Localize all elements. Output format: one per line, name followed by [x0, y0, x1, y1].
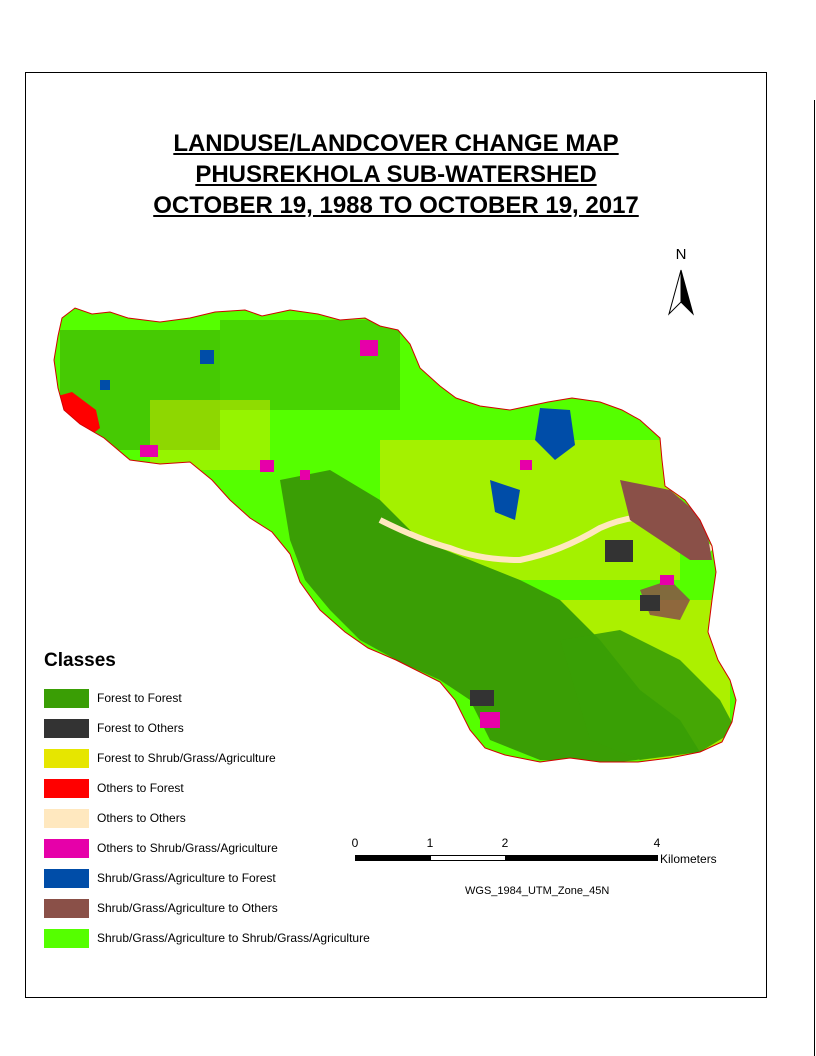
scale-tick-label: 2 [501, 836, 509, 850]
north-arrow-icon [668, 269, 694, 316]
legend-item: Forest to Others [44, 718, 184, 738]
legend-swatch [44, 868, 89, 888]
legend-swatch [44, 838, 89, 858]
north-arrow: N [664, 246, 698, 318]
legend-item: Others to Shrub/Grass/Agriculture [44, 838, 278, 858]
scale-tick-label: 4 [653, 836, 661, 850]
legend-item: Shrub/Grass/Agriculture to Others [44, 898, 278, 918]
scale-segment [430, 855, 506, 861]
legend-swatch [44, 808, 89, 828]
legend-label: Forest to Shrub/Grass/Agriculture [97, 751, 276, 765]
projection-label: WGS_1984_UTM_Zone_45N [465, 885, 610, 897]
legend-swatch [44, 748, 89, 768]
legend-label: Others to Shrub/Grass/Agriculture [97, 841, 278, 855]
legend-item: Others to Forest [44, 778, 184, 798]
scale-segment [505, 855, 658, 861]
title-line-1: LANDUSE/LANDCOVER CHANGE MAP [173, 130, 619, 157]
scale-tick-label: 0 [351, 836, 359, 850]
legend-label: Shrub/Grass/Agriculture to Shrub/Grass/A… [97, 931, 370, 945]
legend-item: Forest to Forest [44, 688, 182, 708]
legend-item: Shrub/Grass/Agriculture to Forest [44, 868, 276, 888]
legend-swatch [44, 898, 89, 918]
legend-title: Classes [44, 650, 116, 671]
legend-swatch [44, 928, 89, 948]
scale-segment [355, 855, 431, 861]
legend-item: Shrub/Grass/Agriculture to Shrub/Grass/A… [44, 928, 370, 948]
legend-swatch [44, 718, 89, 738]
legend: Classes Forest to Forest Forest to Other… [44, 650, 370, 948]
title-line-2: PHUSREKHOLA SUB-WATERSHED [195, 161, 597, 188]
watershed-boundary [53, 307, 737, 763]
map-title: LANDUSE/LANDCOVER CHANGE MAP PHUSREKHOLA… [25, 128, 767, 221]
scale-tick-label: 1 [426, 836, 434, 850]
legend-label: Forest to Others [97, 721, 184, 735]
north-label: N [675, 246, 687, 263]
legend-label: Forest to Forest [97, 691, 182, 705]
legend-swatch [44, 778, 89, 798]
page-border-line [814, 100, 815, 1056]
scale-units: Kilometers [660, 852, 717, 866]
legend-item: Others to Others [44, 808, 186, 828]
legend-label: Others to Others [97, 811, 186, 825]
scale-bar: 0 1 2 4 Kilometers [351, 836, 735, 876]
title-line-3: OCTOBER 19, 1988 TO OCTOBER 19, 2017 [153, 192, 639, 219]
legend-item: Forest to Shrub/Grass/Agriculture [44, 748, 276, 768]
legend-label: Shrub/Grass/Agriculture to Forest [97, 871, 276, 885]
legend-label: Others to Forest [97, 781, 184, 795]
legend-label: Shrub/Grass/Agriculture to Others [97, 901, 278, 915]
legend-swatch [44, 688, 89, 708]
